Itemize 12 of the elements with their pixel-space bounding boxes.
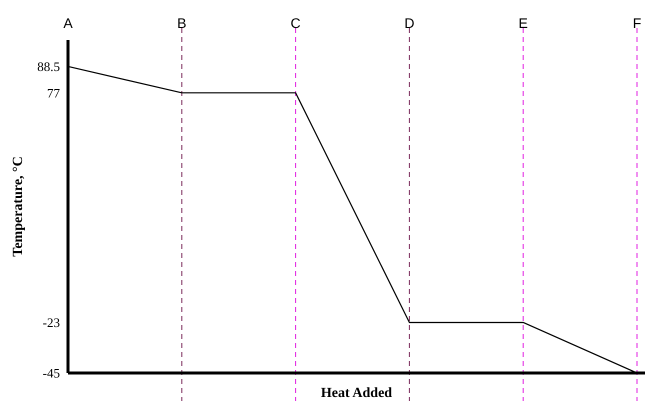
y-tick-label: -23: [42, 315, 60, 330]
x-axis-title: Heat Added: [320, 386, 392, 401]
x-tick-label: A: [63, 15, 74, 31]
y-tick-label: 88.5: [37, 58, 60, 74]
x-tick-label: F: [632, 15, 642, 31]
x-tick-label: E: [518, 15, 528, 31]
y-tick-label: 77: [47, 85, 60, 100]
y-tick-label: -45: [42, 366, 60, 381]
x-tick-label: B: [177, 15, 186, 31]
y-axis-title: Temperature, °C: [11, 156, 26, 257]
x-tick-label: D: [404, 15, 414, 31]
x-tick-label: C: [290, 15, 301, 31]
